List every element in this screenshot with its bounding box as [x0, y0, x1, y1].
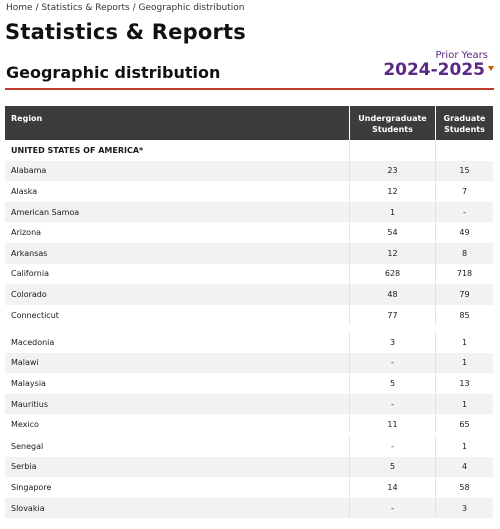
table-row: California 628 718	[5, 263, 493, 285]
region-cell: Arkansas	[11, 248, 48, 258]
table-row: Macedonia 3 1	[5, 332, 493, 353]
graduate-cell: 13	[435, 373, 493, 394]
table-row: American Samoa 1-	[5, 201, 493, 223]
undergraduate-cell: 3	[349, 332, 435, 353]
region-cell: Singapore	[11, 482, 52, 492]
graduate-cell: 7	[435, 181, 493, 202]
table-row: Mexico 11 65	[5, 414, 493, 435]
table-row: Singapore 14 58	[5, 477, 493, 498]
section-divider	[5, 88, 494, 90]
region-cell: Colorado	[11, 289, 47, 299]
breadcrumb-statistics-reports[interactable]: Statistics & Reports	[41, 3, 130, 13]
undergraduate-cell: 14	[349, 477, 435, 498]
table-row: Slovakia -3	[5, 497, 493, 519]
graduate-cell: 85	[435, 304, 493, 326]
graduate-cell: 15	[435, 160, 493, 182]
caret-down-icon	[488, 65, 494, 71]
graduate-cell: 4	[435, 456, 493, 478]
region-cell: Malawi	[11, 358, 39, 368]
graduate-cell: -	[435, 201, 493, 223]
table-row: Mauritius -1	[5, 393, 493, 415]
table-row: Senegal -1	[5, 436, 493, 457]
region-cell: Malaysia	[11, 378, 46, 388]
column-header-graduate: Graduate Students	[435, 106, 493, 140]
graduate-cell: 1	[435, 393, 493, 415]
region-cell: Alabama	[11, 166, 47, 176]
table-row: Malawi -1	[5, 352, 493, 374]
region-cell: Serbia	[11, 462, 37, 472]
region-cell: Connecticut	[11, 310, 59, 320]
region-cell: Arizona	[11, 228, 42, 238]
undergraduate-cell: 1	[349, 201, 435, 223]
region-cell: UNITED STATES OF AMERICA*	[11, 145, 144, 155]
page-title: Statistics & Reports	[5, 20, 246, 44]
breadcrumb: Home / Statistics & Reports / Geographic…	[6, 3, 244, 13]
graduate-cell: 79	[435, 284, 493, 305]
year-selector[interactable]: 2024-2025	[383, 60, 494, 80]
region-cell: Slovakia	[11, 503, 45, 513]
section-title: Geographic distribution	[6, 63, 221, 82]
undergraduate-cell: 23	[349, 160, 435, 182]
undergraduate-cell: 5	[349, 373, 435, 394]
breadcrumb-separator: /	[32, 3, 42, 13]
undergraduate-cell: 5	[349, 456, 435, 478]
section-break	[5, 328, 493, 331]
graduate-cell	[435, 140, 493, 161]
undergraduate-cell: 12	[349, 242, 435, 264]
undergraduate-cell: 11	[349, 414, 435, 435]
graduate-cell: 58	[435, 477, 493, 498]
column-header-undergraduate: Undergraduate Students	[349, 106, 435, 140]
table-group-row: UNITED STATES OF AMERICA*	[5, 140, 493, 161]
breadcrumb-separator: /	[129, 3, 139, 13]
graduate-cell: 1	[435, 352, 493, 374]
undergraduate-cell: 54	[349, 222, 435, 243]
undergraduate-cell: 12	[349, 181, 435, 202]
graduate-cell: 8	[435, 242, 493, 264]
table-row: Malaysia 5 13	[5, 373, 493, 394]
table-block-m-countries: Macedonia 3 1 Malawi -1 Malaysia 5 13 Mauritius -…	[5, 332, 493, 435]
undergraduate-cell: -	[349, 393, 435, 415]
table-header: Region Undergraduate Students Graduate S…	[5, 106, 493, 140]
undergraduate-cell: 628	[349, 263, 435, 285]
table-block-us: UNITED STATES OF AMERICA* Alabama 23 15 Alas…	[5, 140, 493, 326]
graduate-cell: 65	[435, 414, 493, 435]
table-row: Serbia 5 4	[5, 456, 493, 478]
year-selector-value: 2024-2025	[383, 60, 485, 80]
region-cell: Mauritius	[11, 399, 48, 409]
region-cell: Senegal	[11, 441, 44, 451]
graduate-cell: 1	[435, 332, 493, 353]
table-row: Connecticut 77 85	[5, 304, 493, 326]
undergraduate-cell: -	[349, 497, 435, 519]
column-header-region: Region	[11, 114, 43, 123]
table-block-s-countries: Senegal -1 Serbia 5 4 Singapore 14 58 Slovakia -3	[5, 436, 493, 519]
breadcrumb-current: Geographic distribution	[138, 3, 245, 13]
graduate-cell: 3	[435, 497, 493, 519]
region-cell: American Samoa	[11, 207, 80, 217]
section-break	[5, 432, 493, 435]
region-cell: California	[11, 269, 49, 279]
graduate-cell: 49	[435, 222, 493, 243]
region-cell: Alaska	[11, 186, 38, 196]
table-row: Arizona 54 49	[5, 222, 493, 243]
graduate-cell: 1	[435, 436, 493, 457]
undergraduate-cell: 77	[349, 304, 435, 326]
table-row: Arkansas 12 8	[5, 242, 493, 264]
breadcrumb-home[interactable]: Home	[6, 3, 33, 13]
prior-years-label: Prior Years	[435, 50, 488, 61]
region-cell: Mexico	[11, 420, 39, 430]
undergraduate-cell: -	[349, 352, 435, 374]
graduate-cell: 718	[435, 263, 493, 285]
undergraduate-cell	[349, 140, 435, 161]
table-row: Colorado 48 79	[5, 284, 493, 305]
table-row: Alabama 23 15	[5, 160, 493, 182]
undergraduate-cell: -	[349, 436, 435, 457]
undergraduate-cell: 48	[349, 284, 435, 305]
region-cell: Macedonia	[11, 337, 55, 347]
table-row: Alaska 12 7	[5, 181, 493, 202]
